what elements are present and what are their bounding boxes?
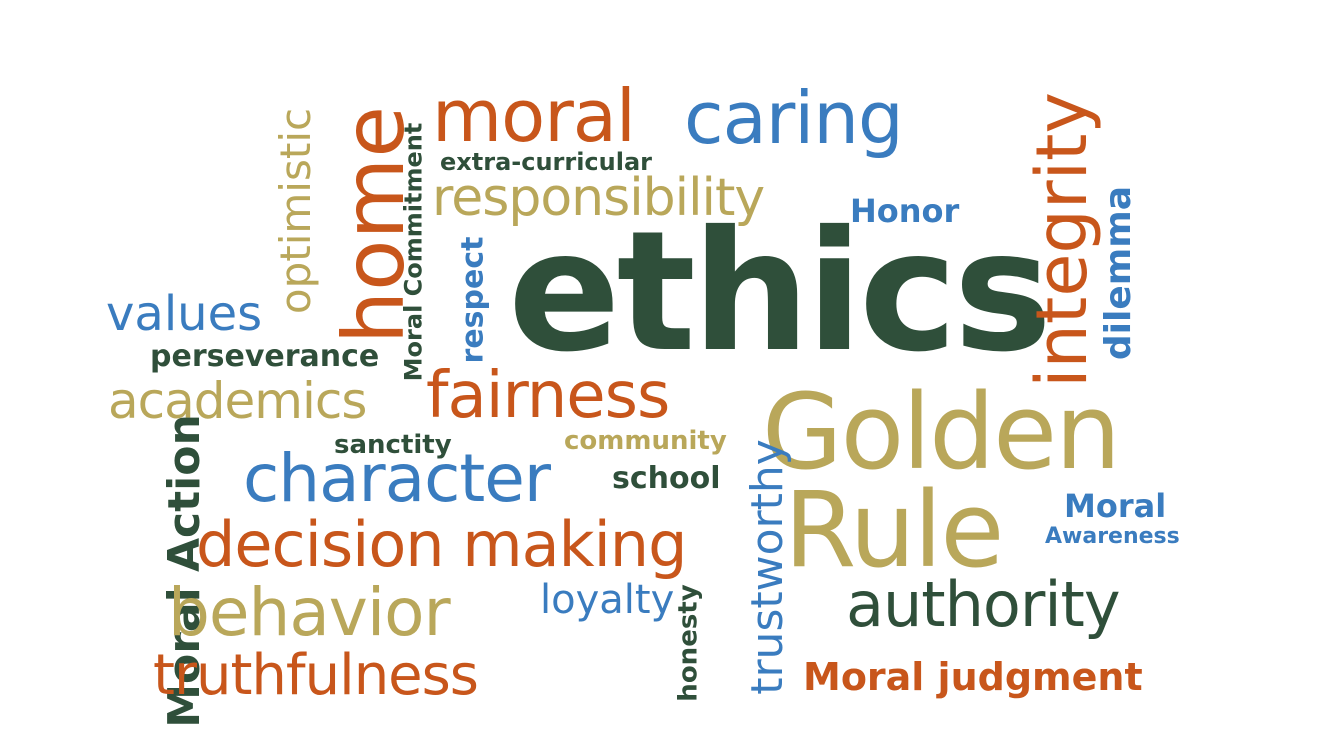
word-sanctity: sanctity	[334, 430, 452, 460]
word-moral-commitment: Moral Commitment	[399, 122, 428, 382]
word-respect: respect	[455, 236, 491, 364]
word-values: values	[106, 286, 263, 342]
word-fairness: fairness	[426, 359, 670, 433]
word-truthfulness: truthfulness	[153, 643, 479, 708]
word-optimistic: optimistic	[271, 107, 321, 315]
word-loyalty: loyalty	[540, 577, 675, 623]
word-decision-making: decision making	[196, 508, 687, 581]
word-moral: moral	[432, 74, 636, 158]
word-caring: caring	[684, 76, 904, 160]
word-community: community	[564, 426, 727, 456]
word-rule: Rule	[784, 469, 1004, 591]
word-honesty: honesty	[673, 584, 704, 702]
word-authority: authority	[846, 568, 1121, 641]
word-academics: academics	[108, 372, 367, 430]
word-behavior: behavior	[168, 574, 451, 651]
word-responsibility: responsibility	[432, 168, 765, 228]
word-character: character	[243, 440, 551, 517]
word-integrity: integrity	[1020, 92, 1103, 388]
word-perseverance: perseverance	[150, 339, 380, 374]
word-moral-awareness-2: Awareness	[1045, 524, 1180, 549]
word-golden: Golden	[762, 371, 1121, 493]
word-moral-judgment: Moral judgment	[803, 655, 1143, 699]
word-ethics: ethics	[508, 196, 1052, 389]
word-trustworthy: trustworthy	[741, 439, 793, 695]
word-honor: Honor	[850, 192, 960, 230]
word-extra-curricular: extra-curricular	[440, 148, 653, 176]
word-school: school	[612, 461, 721, 496]
word-moral-awareness-1: Moral	[1064, 487, 1167, 525]
word-dilemma: dilemma	[1098, 185, 1140, 361]
